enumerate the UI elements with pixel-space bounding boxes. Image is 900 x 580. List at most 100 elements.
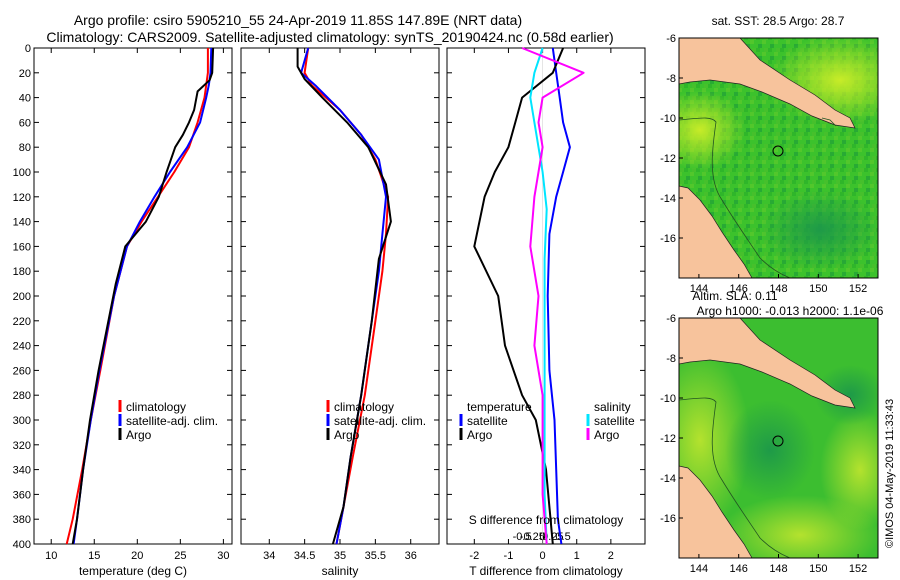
- map-x-tick-label: 152: [849, 283, 867, 295]
- x-tick-label: 34: [263, 550, 275, 562]
- y-tick-label: 240: [13, 341, 31, 353]
- x-tick-label: -1: [504, 550, 514, 562]
- x-tick-label: 35: [334, 550, 346, 562]
- map-y-tick-label: -6: [666, 33, 676, 45]
- y-tick-label: 100: [13, 167, 31, 179]
- series-line-satellite-adj-clim-: [72, 47, 213, 545]
- map-x-tick-label: 150: [809, 283, 827, 295]
- temperature-legend: climatology satellite-adj. clim. Argo: [118, 400, 218, 442]
- y-tick-label: 400: [13, 539, 31, 551]
- sla-argo-marker: [772, 435, 784, 447]
- y-tick-label: 180: [13, 266, 31, 278]
- y-tick-label: 200: [13, 291, 31, 303]
- difference-top-xlabel: S difference from climatology: [469, 513, 624, 527]
- y-tick-label: 280: [13, 390, 31, 402]
- sst-argo-marker: [772, 145, 784, 157]
- series-line-argo: [296, 48, 392, 545]
- salinity-panel-frame: [240, 47, 440, 545]
- legend-label-s-satellite: satellite: [594, 414, 635, 428]
- x-tick-label: 0: [540, 550, 546, 562]
- legend-label-climatology: climatology: [334, 400, 394, 414]
- map-y-tick-label: -8: [666, 73, 676, 85]
- sla-high-patch-east: [820, 410, 878, 530]
- series-line-argo: [71, 47, 215, 545]
- map-y-tick-label: -12: [660, 433, 676, 445]
- map-x-tick-label: 152: [849, 563, 867, 575]
- sst-isobath: [679, 117, 791, 278]
- map-x-tick-label: 144: [690, 563, 708, 575]
- salinity-legend: climatology satellite-adj. clim. Argo: [326, 400, 426, 442]
- sst-map-image: [679, 38, 878, 278]
- map-y-tick-label: -10: [660, 393, 676, 405]
- x-tick-label: 30: [217, 550, 229, 562]
- y-tick-label: 220: [13, 316, 31, 328]
- map-y-tick-label: -14: [660, 193, 676, 205]
- legend-label-t-satellite: satellite: [467, 414, 508, 428]
- legend-label-satellite: satellite-adj. clim.: [126, 414, 218, 428]
- y-tick-label: 160: [13, 241, 31, 253]
- series-line-s-argo: [521, 47, 585, 545]
- series-line-climatology: [65, 48, 209, 545]
- map-x-tick-label: 148: [769, 283, 787, 295]
- sal-tick-label: 0.5: [555, 531, 570, 543]
- x-tick-label: 25: [174, 550, 186, 562]
- series-line-s-satellite: [529, 47, 548, 545]
- y-tick-label: 140: [13, 217, 31, 229]
- legend-title-salinity: salinity: [594, 400, 631, 414]
- sst-island-contour: [821, 117, 837, 127]
- map-y-tick-label: -6: [666, 313, 676, 325]
- map-x-tick-label: 148: [769, 563, 787, 575]
- series-line-t-satellite: [546, 47, 571, 545]
- map-x-tick-label: 146: [730, 283, 748, 295]
- x-tick-label: 15: [88, 550, 100, 562]
- sst-map-title: sat. SST: 28.5 Argo: 28.7: [712, 14, 845, 28]
- y-tick-label: 320: [13, 440, 31, 452]
- series-line-satellite-adj-clim-: [300, 47, 387, 545]
- sst-cool-patch: [760, 190, 878, 270]
- temperature-panel-frame: [33, 47, 233, 545]
- sla-land-australia: [679, 465, 753, 558]
- difference-legend: temperature satellite Argo salinity sate…: [459, 400, 635, 442]
- x-tick-label: 10: [45, 550, 57, 562]
- series-line-t-argo: [473, 47, 565, 545]
- x-tick-label: 34.5: [294, 550, 315, 562]
- figure-title-line2: Climatology: CARS2009. Satellite-adjuste…: [46, 29, 613, 45]
- y-tick-label: 360: [13, 489, 31, 501]
- sst-warm-patch-west: [679, 90, 745, 170]
- temperature-xlabel: temperature (deg C): [79, 564, 187, 578]
- series-line-climatology: [303, 47, 390, 545]
- sst-map-ticks: 144 146 148 150 152 -6 -8 -10 -12 -14 -16: [660, 33, 867, 295]
- legend-label-climatology: climatology: [126, 400, 186, 414]
- legend-label-argo: Argo: [334, 428, 360, 442]
- map-x-tick-label: 146: [730, 563, 748, 575]
- difference-xlabel: T difference from climatology: [469, 564, 623, 578]
- map-x-tick-label: 144: [690, 283, 708, 295]
- x-tick-label: 36: [405, 550, 417, 562]
- y-tick-label: 0: [25, 43, 31, 55]
- x-tick-label: 2: [608, 550, 614, 562]
- legend-label-s-argo: Argo: [594, 428, 620, 442]
- sla-map-image: [679, 318, 878, 558]
- y-tick-label: 300: [13, 415, 31, 427]
- figure-title-line1: Argo profile: csiro 5905210_55 24-Apr-20…: [74, 12, 522, 28]
- sal-tick-label: -0.5: [513, 531, 532, 543]
- y-tick-label: 120: [13, 192, 31, 204]
- sla-low-patch-center: [725, 400, 815, 500]
- x-tick-label: 35.5: [365, 550, 386, 562]
- y-tick-label: 60: [19, 117, 31, 129]
- map-y-tick-label: -14: [660, 473, 676, 485]
- y-tick-label: 80: [19, 142, 31, 154]
- y-tick-label: 260: [13, 365, 31, 377]
- map-y-tick-label: -16: [660, 233, 676, 245]
- temperature-axis-ticks: 10 15 20 25 30020406080100120140160180200220…: [13, 43, 232, 562]
- x-tick-label: 1: [574, 550, 580, 562]
- y-tick-label: 40: [19, 93, 31, 105]
- sla-land-png: [679, 318, 856, 409]
- map-x-tick-label: 150: [809, 563, 827, 575]
- imos-watermark: ©IMOS 04-May-2019 11:33:43: [884, 399, 896, 548]
- y-tick-label: 340: [13, 465, 31, 477]
- sla-map-subtitle: Argo h1000: -0.013 h2000: 1.1e-06: [697, 304, 884, 318]
- map-y-tick-label: -16: [660, 513, 676, 525]
- x-tick-label: -2: [469, 550, 479, 562]
